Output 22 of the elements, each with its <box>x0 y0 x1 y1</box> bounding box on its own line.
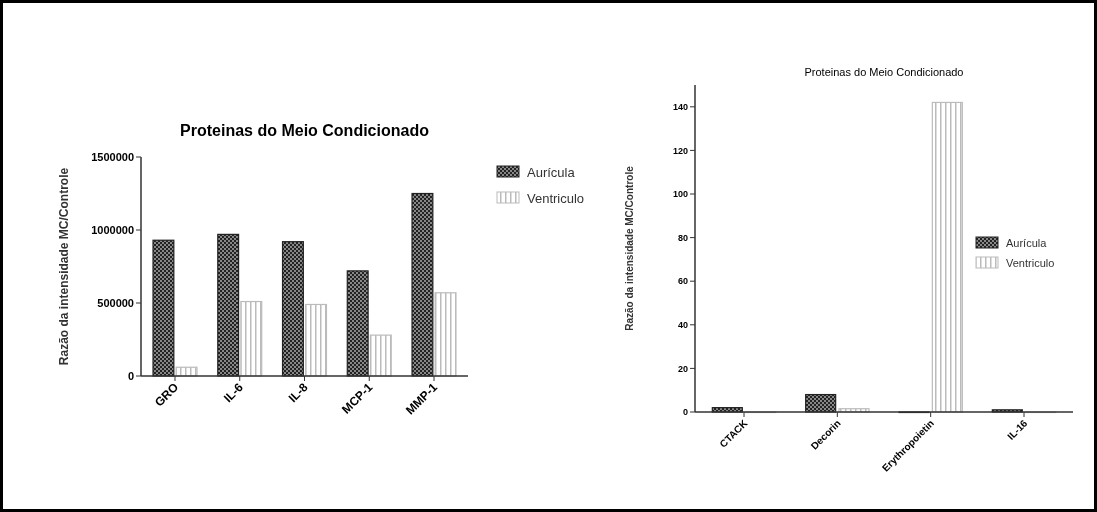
y-tick-label: 0 <box>682 407 688 418</box>
y-tick-label: 80 <box>677 232 688 243</box>
y-tick-label: 140 <box>672 101 688 112</box>
y-tick-label: 500000 <box>97 296 134 309</box>
x-tick-label: IL-8 <box>285 380 311 406</box>
legend-label: Ventriculo <box>527 190 585 206</box>
y-tick-label: 60 <box>677 276 688 287</box>
y-tick-label: 1500000 <box>91 150 134 163</box>
chart-title: Proteinas do Meio Condicionado <box>804 66 964 78</box>
y-tick-label: 100 <box>672 189 688 200</box>
chart-title: Proteinas do Meio Condicionado <box>180 122 430 139</box>
y-axis-title: Razão da intensidade MC/Controle <box>57 167 71 366</box>
y-axis-title: Razão da intensidade MC/Controle <box>624 165 635 331</box>
y-tick-label: 40 <box>677 319 688 330</box>
y-tick-label: 120 <box>672 145 688 156</box>
y-tick-label: 20 <box>677 363 688 374</box>
legend-label: Ventriculo <box>1006 256 1055 269</box>
y-tick-label: 0 <box>127 369 134 382</box>
legend-label: Aurícula <box>527 164 576 180</box>
legend-label: Aurícula <box>1006 236 1048 249</box>
y-tick-label: 1000000 <box>91 223 134 236</box>
x-tick-label: IL-6 <box>220 380 247 406</box>
